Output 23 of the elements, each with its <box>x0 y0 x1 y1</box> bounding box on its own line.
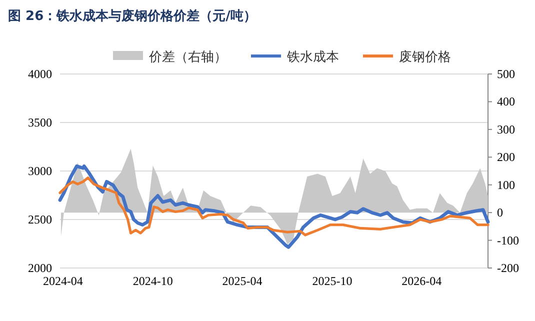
x-tick-label: 2025-04 <box>222 274 262 288</box>
y-tick-label: 3500 <box>28 116 52 130</box>
y2-tick-label: -200 <box>497 261 519 275</box>
y2-tick-label: 300 <box>497 122 515 136</box>
y-tick-label: 2000 <box>28 261 52 275</box>
x-tick-label: 2024-04 <box>42 274 83 288</box>
legend-label: 废钢价格 <box>399 50 451 65</box>
y-tick-label: 4000 <box>28 67 52 81</box>
title: 图 26：铁水成本与废钢价格价差（元/吨） <box>8 9 256 24</box>
y2-tick-label: 100 <box>497 178 515 192</box>
y-tick-label: 3000 <box>28 164 52 178</box>
legend-label: 铁水成本 <box>286 50 339 65</box>
y2-tick-label: 400 <box>497 94 515 109</box>
x-tick-label: 2024-10 <box>132 274 173 288</box>
y2-tick-label: 0 <box>497 206 503 220</box>
y2-tick-label: -100 <box>497 233 519 248</box>
y2-tick-label: 200 <box>497 150 515 164</box>
x-tick-label: 2025-10 <box>312 274 352 288</box>
y-tick-label: 2500 <box>28 212 52 226</box>
legend-label: 价差（右轴） <box>148 50 227 65</box>
y2-tick-label: 500 <box>497 67 515 81</box>
x-tick-label: 2026-04 <box>402 274 442 288</box>
line-series <box>58 176 490 236</box>
